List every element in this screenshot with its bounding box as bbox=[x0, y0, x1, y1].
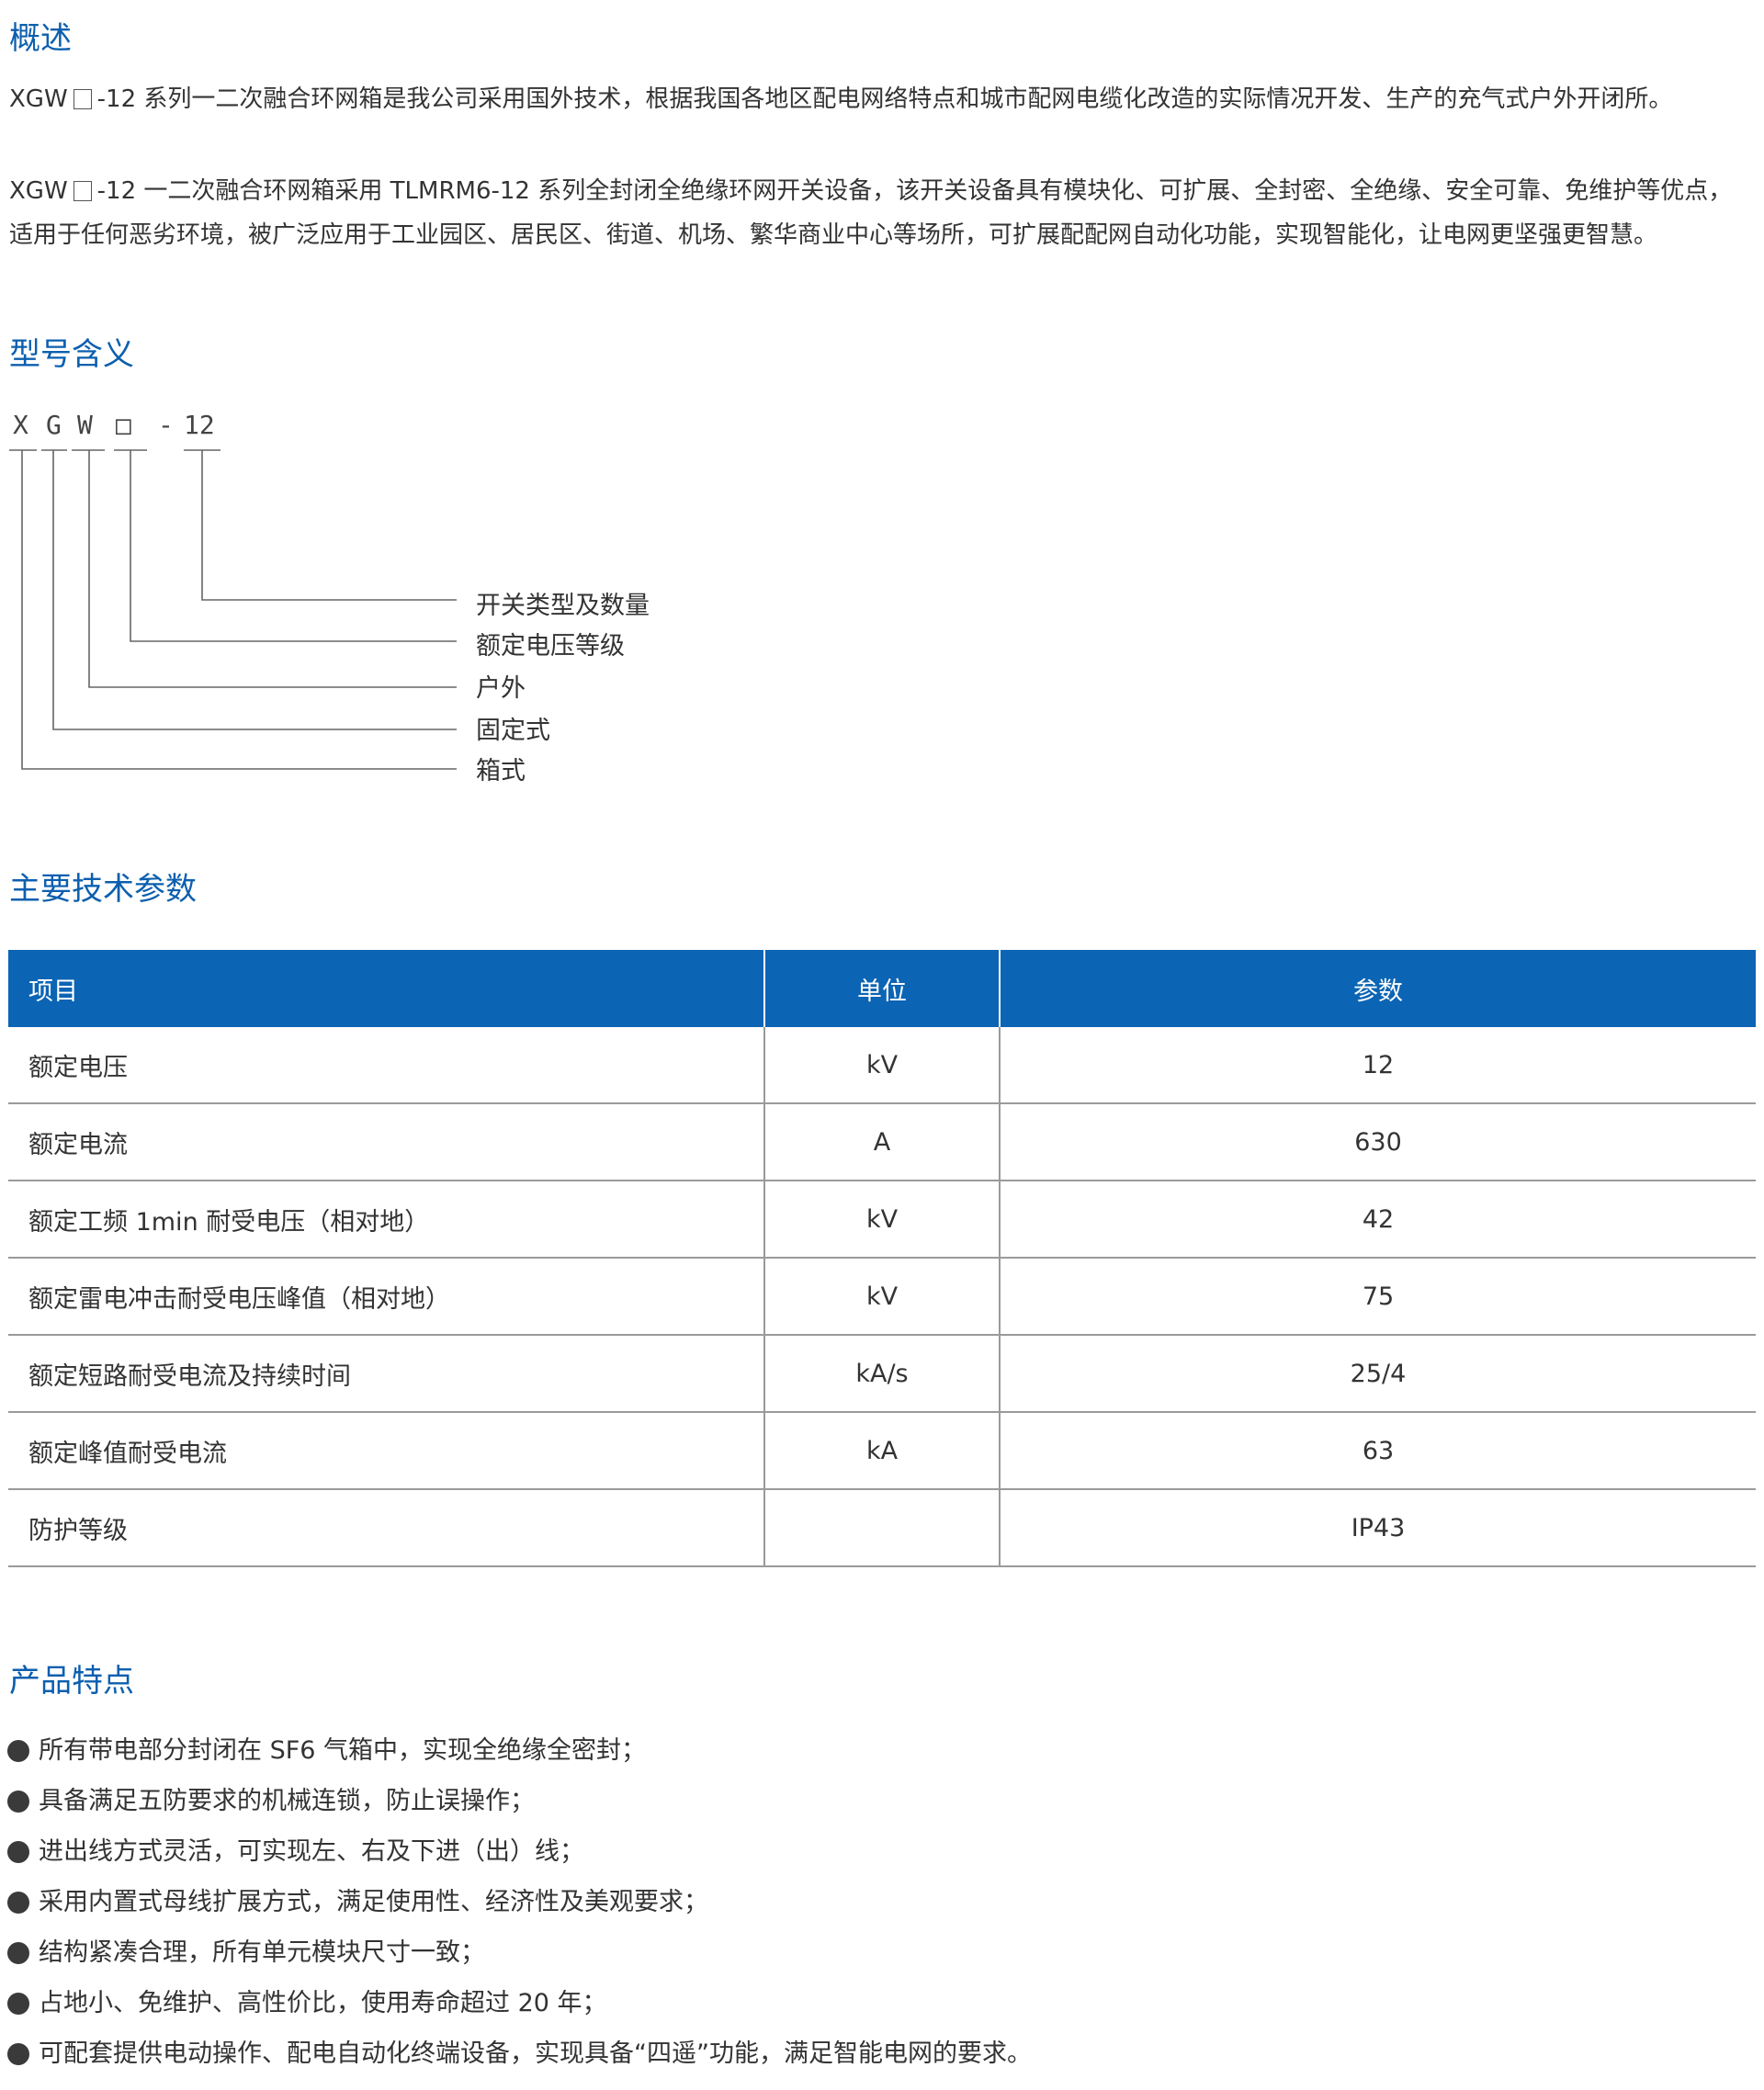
overview-text-1: -12 系列一二次融合环网箱是我公司采用国外技术，根据我国各地区配电网络特点和城… bbox=[96, 85, 1673, 113]
cell-unit: kA bbox=[764, 1412, 1001, 1490]
placeholder-box-icon bbox=[73, 181, 92, 201]
model-code-char: X bbox=[13, 410, 28, 440]
specs-title: 主要技术参数 bbox=[9, 871, 197, 908]
model-code-char: 12 bbox=[184, 410, 215, 440]
cell-unit: kV bbox=[764, 1258, 1001, 1336]
model-title: 型号含义 bbox=[9, 336, 134, 373]
bullet-icon bbox=[7, 1840, 29, 1863]
feature-text: 具备满足五防要求的机械连锁，防止误操作； bbox=[39, 1787, 535, 1815]
meaning-label: 额定电压等级 bbox=[476, 632, 625, 661]
feature-text: 可配套提供电动操作、配电自动化终端设备，实现具备“四遥”功能，满足智能电网的要求… bbox=[39, 2039, 1032, 2068]
feature-text: 采用内置式母线扩展方式，满足使用性、经济性及美观要求； bbox=[39, 1888, 708, 1916]
model-code-char: W bbox=[77, 410, 93, 440]
bullet-icon bbox=[7, 1941, 29, 1964]
meaning-label: 固定式 bbox=[476, 717, 550, 745]
meaning-label: 户外 bbox=[476, 674, 526, 703]
cell-unit: kA/s bbox=[764, 1335, 1001, 1413]
cell-value: 12 bbox=[1000, 1027, 1756, 1104]
feature-text: 所有带电部分封闭在 SF6 气箱中，实现全绝缘全密封； bbox=[39, 1736, 647, 1765]
cell-item: 额定峰值耐受电流 bbox=[8, 1412, 765, 1490]
cell-item: 额定雷电冲击耐受电压峰值（相对地） bbox=[8, 1258, 765, 1336]
cell-unit bbox=[764, 1489, 1001, 1567]
header-item: 项目 bbox=[8, 950, 765, 1027]
list-item: 可配套提供电动操作、配电自动化终端设备，实现具备“四遥”功能，满足智能电网的要求… bbox=[7, 2028, 1032, 2079]
table-row: 额定电压 kV 12 bbox=[8, 1027, 1756, 1104]
header-value: 参数 bbox=[1000, 950, 1756, 1027]
model-prefix: XGW bbox=[9, 177, 68, 205]
cell-value: 63 bbox=[1000, 1412, 1756, 1490]
meaning-label: 箱式 bbox=[476, 757, 526, 785]
header-unit: 单位 bbox=[764, 950, 1001, 1027]
overview-text-2: -12 一二次融合环网箱采用 TLMRM6-12 系列全封闭全绝缘环网开关设备，… bbox=[9, 177, 1733, 249]
cell-value: IP43 bbox=[1000, 1489, 1756, 1567]
feature-text: 进出线方式灵活，可实现左、右及下进（出）线； bbox=[39, 1837, 584, 1866]
model-code-char: G bbox=[46, 410, 62, 440]
features-title: 产品特点 bbox=[9, 1663, 134, 1700]
list-item: 所有带电部分封闭在 SF6 气箱中，实现全绝缘全密封； bbox=[7, 1725, 1032, 1776]
overview-paragraph-1: XGW -12 系列一二次融合环网箱是我公司采用国外技术，根据我国各地区配电网络特… bbox=[9, 77, 1755, 121]
list-item: 具备满足五防要求的机械连锁，防止误操作； bbox=[7, 1776, 1032, 1826]
cell-value: 25/4 bbox=[1000, 1335, 1756, 1413]
table-row: 额定工频 1min 耐受电压（相对地） kV 42 bbox=[8, 1181, 1756, 1259]
model-diagram bbox=[9, 449, 457, 770]
bullet-icon bbox=[7, 1790, 29, 1813]
table-row: 防护等级 IP43 bbox=[8, 1489, 1756, 1567]
table-row: 额定短路耐受电流及持续时间 kA/s 25/4 bbox=[8, 1335, 1756, 1413]
cell-item: 额定短路耐受电流及持续时间 bbox=[8, 1335, 765, 1413]
list-item: 占地小、免维护、高性价比，使用寿命超过 20 年； bbox=[7, 1978, 1032, 2028]
bullet-icon bbox=[7, 1891, 29, 1914]
cell-value: 630 bbox=[1000, 1103, 1756, 1181]
list-item: 采用内置式母线扩展方式，满足使用性、经济性及美观要求； bbox=[7, 1877, 1032, 1927]
feature-text: 结构紧凑合理，所有单元模块尺寸一致； bbox=[39, 1938, 485, 1967]
feature-text: 占地小、免维护、高性价比，使用寿命超过 20 年； bbox=[39, 1989, 607, 2017]
overview-paragraph-2: XGW -12 一二次融合环网箱采用 TLMRM6-12 系列全封闭全绝缘环网开关… bbox=[9, 169, 1755, 257]
bullet-icon bbox=[7, 2042, 29, 2065]
cell-item: 防护等级 bbox=[8, 1489, 765, 1567]
cell-item: 额定电压 bbox=[8, 1027, 765, 1104]
table-row: 额定峰值耐受电流 kA 63 bbox=[8, 1412, 1756, 1490]
specs-table: 项目 单位 参数 额定电压 kV 12 额定电流 A 630 额定工频 1min… bbox=[8, 950, 1756, 1567]
cell-item: 额定电流 bbox=[8, 1103, 765, 1181]
list-item: 结构紧凑合理，所有单元模块尺寸一致； bbox=[7, 1927, 1032, 1978]
placeholder-box-icon bbox=[73, 89, 92, 109]
features-list: 所有带电部分封闭在 SF6 气箱中，实现全绝缘全密封； 具备满足五防要求的机械连… bbox=[7, 1725, 1032, 2079]
overview-title: 概述 bbox=[9, 20, 72, 57]
bullet-icon bbox=[7, 1992, 29, 2015]
list-item: 进出线方式灵活，可实现左、右及下进（出）线； bbox=[7, 1826, 1032, 1877]
cell-value: 42 bbox=[1000, 1181, 1756, 1259]
model-code-char: □ bbox=[116, 410, 131, 440]
cell-item: 额定工频 1min 耐受电压（相对地） bbox=[8, 1181, 765, 1259]
bullet-icon bbox=[7, 1739, 29, 1762]
model-code-char: - bbox=[158, 410, 174, 440]
table-row: 额定电流 A 630 bbox=[8, 1103, 1756, 1181]
meaning-label: 开关类型及数量 bbox=[476, 592, 650, 620]
model-prefix: XGW bbox=[9, 85, 68, 113]
cell-unit: kV bbox=[764, 1181, 1001, 1259]
cell-unit: kV bbox=[764, 1027, 1001, 1104]
table-header-row: 项目 单位 参数 bbox=[8, 950, 1756, 1027]
table-row: 额定雷电冲击耐受电压峰值（相对地） kV 75 bbox=[8, 1258, 1756, 1336]
cell-unit: A bbox=[764, 1103, 1001, 1181]
cell-value: 75 bbox=[1000, 1258, 1756, 1336]
